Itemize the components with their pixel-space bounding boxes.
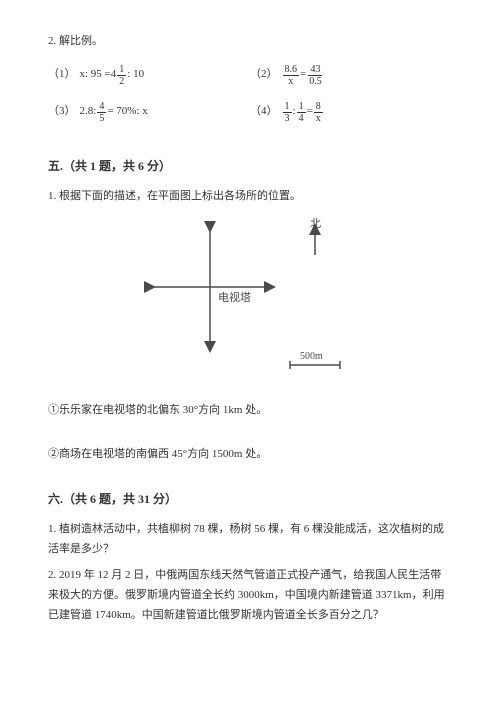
eq1-whole: 4 xyxy=(111,65,117,85)
equation-3: （3） 2.8: 4 5 = 70%: x xyxy=(48,101,250,124)
diagram-container: 电视塔 北 500m xyxy=(48,217,452,387)
eq1-mixed: 4 1 2 xyxy=(111,64,128,87)
eq4-frac2: 1 4 xyxy=(297,101,306,124)
eq1-frac-top: 1 xyxy=(117,64,126,76)
equations-block: （1） x: 95 = 4 1 2 : 10 （2） 8.6 x xyxy=(48,64,452,138)
equation-4: （4） 1 3 : 1 4 = 8 x xyxy=(250,101,452,124)
eq4-expr: 1 3 : 1 4 = 8 x xyxy=(282,101,324,124)
eq3-num: （3） xyxy=(48,102,76,122)
eq4-mid2: = xyxy=(307,102,313,122)
eq2-mid: = xyxy=(300,65,306,85)
eq1-frac-bot: 2 xyxy=(117,76,126,87)
eq4-mid1: : xyxy=(293,102,296,122)
equation-1: （1） x: 95 = 4 1 2 : 10 xyxy=(48,64,250,87)
q2-title: 2. 解比例。 xyxy=(48,32,452,52)
sec5-q1: 1. 根据下面的描述，在平面图上标出各场所的位置。 xyxy=(48,187,452,207)
eq2-f1-top: 8.6 xyxy=(283,64,300,76)
sec5-sub1: ①乐乐家在电视塔的北偏东 30°方向 1km 处。 xyxy=(48,401,452,421)
eq4-frac1: 1 3 xyxy=(283,101,292,124)
sec6-q1: 1. 植树造林活动中，共植柳树 78 棵，杨树 56 棵，有 6 棵没能成活，这… xyxy=(48,520,452,560)
eq2-num: （2） xyxy=(250,65,278,85)
exam-page: 2. 解比例。 （1） x: 95 = 4 1 2 : 10 （2） 8 xyxy=(0,0,500,651)
eq2-f2-bot: 0.5 xyxy=(307,76,324,87)
eq1-part-a: x: 95 = xyxy=(80,65,111,85)
eq3-expr: 2.8: 4 5 = 70%: x xyxy=(80,101,148,124)
eq3-part-a: 2.8: xyxy=(80,102,97,122)
eq4-f2-top: 1 xyxy=(297,101,306,113)
eq1-frac: 1 2 xyxy=(117,64,126,87)
eq4-frac3: 8 x xyxy=(314,101,323,124)
eq1-expr: x: 95 = 4 1 2 : 10 xyxy=(80,64,145,87)
section-6-header: 六.（共 6 题，共 31 分） xyxy=(48,489,452,511)
equation-2: （2） 8.6 x = 43 0.5 xyxy=(250,64,452,87)
eq2-frac2: 43 0.5 xyxy=(307,64,324,87)
eq4-f1-bot: 3 xyxy=(283,113,292,124)
section-5-header: 五.（共 1 题，共 6 分） xyxy=(48,156,452,178)
eq3-part-b: = 70%: x xyxy=(107,102,147,122)
eq2-expr: 8.6 x = 43 0.5 xyxy=(282,64,325,87)
eq1-part-b: : 10 xyxy=(127,65,144,85)
eq4-f1-top: 1 xyxy=(283,101,292,113)
eq4-f3-top: 8 xyxy=(314,101,323,113)
eq3-f-bot: 5 xyxy=(97,113,106,124)
eq3-frac: 4 5 xyxy=(97,101,106,124)
sec5-sub2: ②商场在电视塔的南偏西 45°方向 1500m 处。 xyxy=(48,445,452,465)
eq2-frac1: 8.6 x xyxy=(283,64,300,87)
eq2-f2-top: 43 xyxy=(308,64,322,76)
eq4-num: （4） xyxy=(250,102,278,122)
compass-diagram: 电视塔 北 500m xyxy=(140,217,360,387)
eq4-f2-bot: 4 xyxy=(297,113,306,124)
scale-label: 500m xyxy=(300,351,323,362)
eq3-f-top: 4 xyxy=(97,101,106,113)
eq2-f1-bot: x xyxy=(286,76,295,87)
sec6-q2: 2. 2019 年 12 月 2 日，中俄两国东线天然气管道正式投产通气，给我国… xyxy=(48,566,452,625)
center-label: 电视塔 xyxy=(218,290,251,304)
eq1-num: （1） xyxy=(48,65,76,85)
eq4-f3-bot: x xyxy=(314,113,323,124)
north-label: 北 xyxy=(310,217,321,230)
